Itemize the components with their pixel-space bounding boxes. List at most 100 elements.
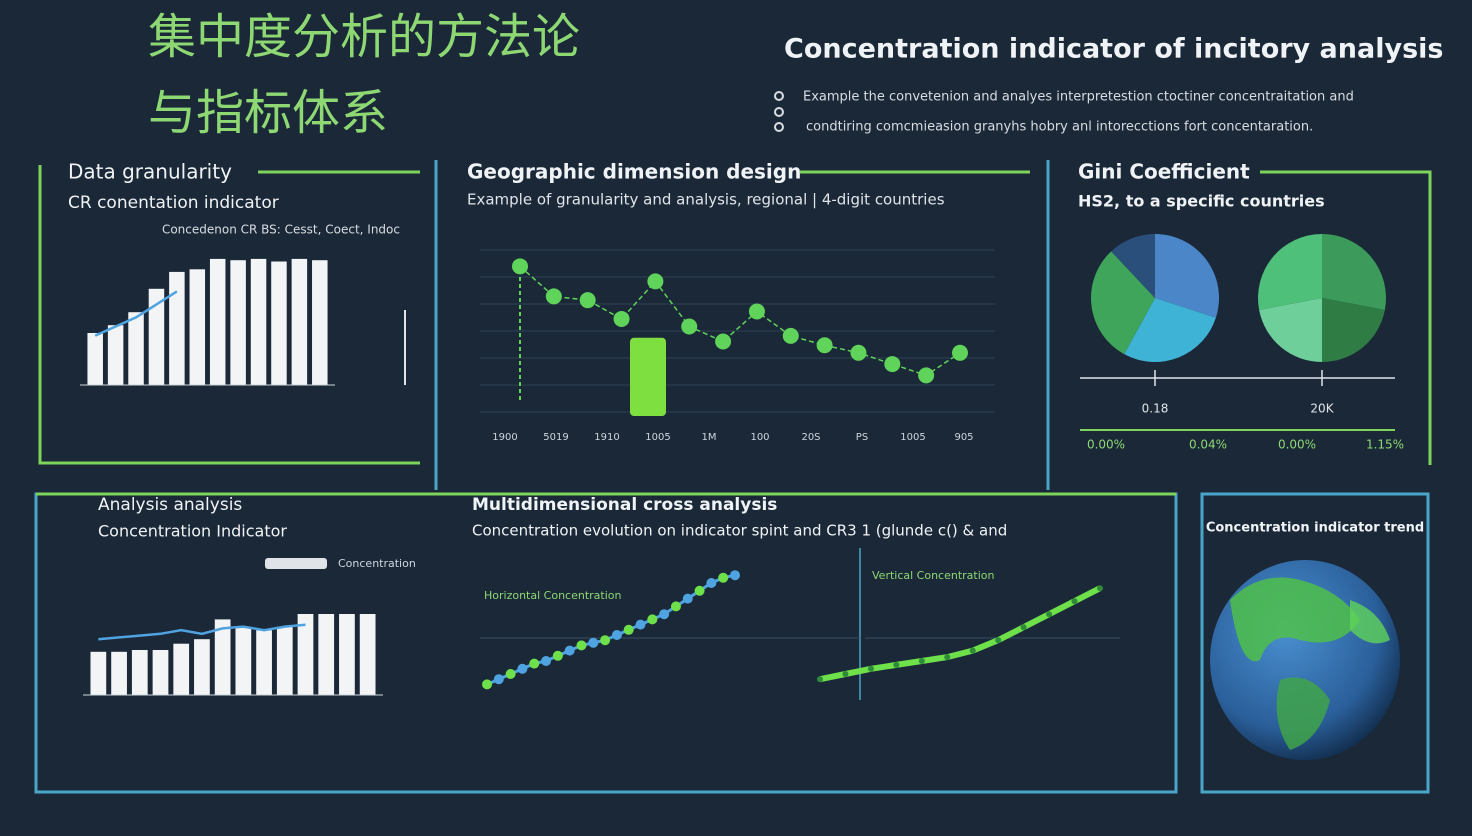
bar <box>148 288 165 385</box>
point <box>850 344 867 361</box>
panel-title: Gini Coefficient <box>1078 160 1250 184</box>
bar <box>169 271 185 385</box>
legend-label: Vertical Concentration <box>872 569 995 582</box>
point <box>918 367 935 384</box>
point <box>600 635 611 646</box>
point <box>918 658 925 664</box>
bar <box>312 260 328 385</box>
point <box>482 679 492 690</box>
title-cn: 集中度分析的方法论 <box>148 9 580 65</box>
point <box>505 669 516 679</box>
bar <box>90 651 107 695</box>
icon <box>774 91 784 132</box>
footer-label: 0.00% <box>1278 438 1316 452</box>
bar <box>339 614 355 695</box>
bar <box>173 643 190 695</box>
pie-slice <box>1091 251 1155 355</box>
legend-label: Horizontal Concentration <box>484 589 622 602</box>
bar <box>214 619 231 695</box>
pie-slice <box>1258 234 1322 310</box>
trend-line <box>98 623 306 641</box>
point <box>647 273 664 290</box>
bar <box>111 651 127 695</box>
pie-label: 0.18 <box>1142 402 1169 416</box>
point <box>1071 598 1078 605</box>
point <box>517 663 528 674</box>
point <box>816 337 833 354</box>
x-tick-label: 100 <box>750 432 769 443</box>
panel-subtitle: Concentration Indicator <box>98 522 287 541</box>
x-tick-label: 1900 <box>492 432 517 443</box>
bar <box>87 333 103 385</box>
point <box>694 585 705 596</box>
bar <box>107 325 124 385</box>
bar <box>128 312 144 385</box>
point <box>613 310 630 327</box>
bar <box>276 626 293 695</box>
x-tick-label: 905 <box>954 432 973 443</box>
panel-subtitle: CR conentation indicator <box>68 193 279 213</box>
x-tick-label: 1M <box>702 432 717 443</box>
panel-title: Concentration indicator trend <box>1206 521 1424 536</box>
bar <box>152 650 169 695</box>
x-tick-label: PS <box>856 432 868 443</box>
bar <box>297 614 314 695</box>
bar <box>235 626 252 695</box>
point <box>588 637 599 648</box>
trend-line <box>94 290 178 337</box>
x-tick-label: 1910 <box>594 432 619 443</box>
bar <box>291 258 308 385</box>
point <box>493 674 504 685</box>
panel-borders <box>34 160 1432 794</box>
x-tick-label: 1005 <box>645 432 670 443</box>
point <box>623 624 634 635</box>
point <box>893 661 900 668</box>
point <box>944 654 951 661</box>
x-tick-label: 20S <box>801 432 820 443</box>
panel-title: Data granularity <box>68 160 232 184</box>
bar <box>318 614 335 695</box>
point <box>952 344 968 361</box>
panel-title: Multidimensional cross analysis <box>472 495 777 515</box>
bar <box>256 630 272 695</box>
point <box>541 656 552 666</box>
x-tick-label: 5019 <box>543 432 568 443</box>
point <box>842 671 849 677</box>
point <box>1097 585 1103 592</box>
point <box>670 601 681 612</box>
point <box>867 665 874 672</box>
point <box>545 288 562 305</box>
point <box>730 570 740 581</box>
panel-subtitle: Concentration evolution on indicator spi… <box>472 522 1007 540</box>
legend-swatch <box>265 558 327 569</box>
point <box>576 640 587 651</box>
note: Concedenon CR BS: Cesst, Coect, Indoc <box>162 223 400 237</box>
bar <box>359 614 376 695</box>
title-en: Concentration indicator of incitory anal… <box>784 34 1443 65</box>
point <box>782 327 799 344</box>
point <box>529 658 540 669</box>
bar <box>250 258 267 385</box>
bar <box>271 261 287 385</box>
point <box>884 356 901 373</box>
point <box>706 578 717 588</box>
x-tick-label: 1005 <box>900 432 925 443</box>
footer-label: 0.04% <box>1189 438 1227 452</box>
series-line <box>486 573 736 686</box>
point <box>1020 624 1027 631</box>
point <box>748 303 765 320</box>
point <box>579 292 596 309</box>
pie-slice <box>1155 234 1219 318</box>
pie-slice <box>1259 298 1322 362</box>
point <box>715 333 732 350</box>
point <box>969 647 976 654</box>
pie-slice <box>1124 298 1216 363</box>
pie-slice <box>1322 298 1385 362</box>
point <box>647 614 658 625</box>
point <box>552 650 563 661</box>
bar <box>131 650 148 695</box>
panel-subtitle: HS2, to a specific countries <box>1078 192 1325 211</box>
bar <box>189 269 206 385</box>
panel-title: Analysis analysis <box>98 495 242 515</box>
point <box>1046 611 1053 618</box>
